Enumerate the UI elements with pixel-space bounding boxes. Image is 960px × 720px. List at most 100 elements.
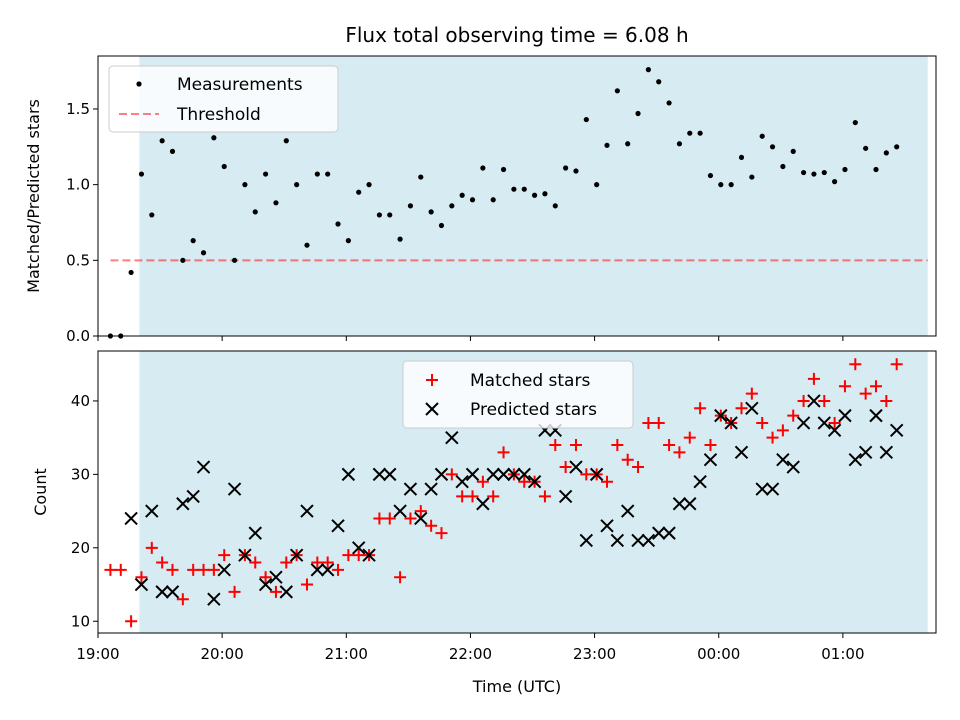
x-tick-label: 20:00 xyxy=(201,645,244,663)
measurement-point xyxy=(832,179,838,185)
matched-star-point xyxy=(487,490,500,503)
measurement-point xyxy=(573,168,579,174)
predicted-star-point xyxy=(827,423,842,438)
measurement-point xyxy=(180,257,186,263)
predicted-star-point xyxy=(848,452,863,467)
legend-predicted-label: Predicted stars xyxy=(470,400,597,420)
predicted-star-point xyxy=(207,592,221,606)
predicted-star-point xyxy=(186,489,200,504)
measurement-point xyxy=(294,182,300,188)
measurement-point xyxy=(863,145,869,151)
predicted-star-point xyxy=(300,504,314,518)
predicted-star-point xyxy=(362,548,376,562)
measurement-point xyxy=(749,174,755,180)
predicted-star-point xyxy=(134,577,149,592)
matched-star-point xyxy=(756,416,769,429)
predicted-star-point xyxy=(776,452,790,467)
matched-star-point xyxy=(435,527,448,540)
predicted-star-point xyxy=(465,467,480,482)
matched-star-point xyxy=(321,556,334,569)
predicted-star-point xyxy=(807,394,821,408)
measurement-point xyxy=(676,141,683,147)
predicted-star-point xyxy=(786,460,800,474)
top-marks xyxy=(107,67,928,339)
predicted-star-point xyxy=(734,445,749,460)
predicted-star-point xyxy=(320,563,335,577)
matched-star-point xyxy=(632,461,645,474)
measurement-point xyxy=(707,172,714,179)
top-y-axis: 0.0 0.5 1.0 1.5 xyxy=(66,100,98,345)
top-plot-frame xyxy=(97,55,937,337)
matched-star-point xyxy=(352,549,365,562)
measurement-point xyxy=(387,212,393,218)
measurement-point xyxy=(200,250,207,256)
bottom-legend-box xyxy=(402,360,634,429)
bottom-y-tick-label: 30 xyxy=(71,465,90,483)
matched-star-point xyxy=(197,563,210,576)
legend-predicted-marker xyxy=(425,402,439,416)
measurement-point xyxy=(211,135,217,141)
predicted-star-point xyxy=(352,541,366,555)
predicted-star-point xyxy=(527,475,542,489)
predicted-star-point xyxy=(889,423,904,438)
matched-star-point xyxy=(797,394,810,407)
bottom-y-tick-label: 10 xyxy=(71,612,90,630)
matched-star-point xyxy=(125,615,138,628)
predicted-star-point xyxy=(393,504,407,518)
matched-star-point xyxy=(704,439,717,451)
measurement-point xyxy=(221,163,227,170)
predicted-star-point xyxy=(600,519,614,533)
matched-star-point xyxy=(890,358,903,371)
matched-star-point xyxy=(104,563,117,576)
measurement-point xyxy=(345,238,351,244)
measurement-point xyxy=(656,79,662,85)
measurement-point xyxy=(138,171,145,177)
matched-star-point xyxy=(663,439,676,451)
predicted-star-point xyxy=(269,570,283,584)
legend-threshold-label: Threshold xyxy=(176,105,261,125)
bottom-marks xyxy=(104,358,904,628)
predicted-star-point xyxy=(558,489,573,504)
top-legend: Measurements Threshold xyxy=(108,65,339,133)
measurement-point xyxy=(842,166,848,173)
predicted-star-point xyxy=(703,452,718,467)
measurement-point xyxy=(604,142,610,148)
measurement-point xyxy=(273,200,279,206)
matched-star-point xyxy=(456,490,469,503)
matched-star-point xyxy=(445,468,458,481)
measurement-point xyxy=(242,182,248,188)
matched-star-point xyxy=(228,585,241,598)
predicted-star-point xyxy=(445,430,459,445)
legend-measurements-label: Measurements xyxy=(177,75,303,95)
bottom-panel: 10 20 30 40 19:00 20:00 21:00 22:00 23:00 00:00 0… xyxy=(31,350,937,696)
matched-star-point xyxy=(621,453,634,466)
predicted-star-point xyxy=(217,563,231,577)
predicted-star-point xyxy=(610,533,625,548)
matched-star-point xyxy=(652,416,665,429)
measurement-point xyxy=(552,203,558,209)
measurement-point xyxy=(521,186,527,192)
matched-star-point xyxy=(735,402,748,415)
predicted-star-point xyxy=(579,533,594,548)
predicted-star-point xyxy=(507,467,521,482)
bottom-y-tick-label: 40 xyxy=(71,392,90,410)
predicted-star-point xyxy=(258,577,273,592)
matched-star-point xyxy=(218,549,231,562)
matched-star-point xyxy=(135,571,148,584)
matched-star-point xyxy=(249,556,262,569)
measurement-point xyxy=(366,182,372,188)
measurement-point xyxy=(594,182,600,188)
matched-star-point xyxy=(259,571,272,584)
matched-star-point xyxy=(849,358,862,371)
legend-measurements-marker xyxy=(136,81,142,87)
measurement-point xyxy=(325,171,331,177)
predicted-star-point xyxy=(631,533,645,548)
matched-star-point xyxy=(332,563,345,576)
predicted-star-point xyxy=(383,467,397,482)
top-legend-box xyxy=(108,65,339,133)
predicted-star-point xyxy=(486,467,500,482)
legend-matched-label: Matched stars xyxy=(470,371,590,391)
matched-star-point xyxy=(207,563,220,576)
measurement-point xyxy=(583,116,589,123)
measurement-point xyxy=(418,174,424,180)
